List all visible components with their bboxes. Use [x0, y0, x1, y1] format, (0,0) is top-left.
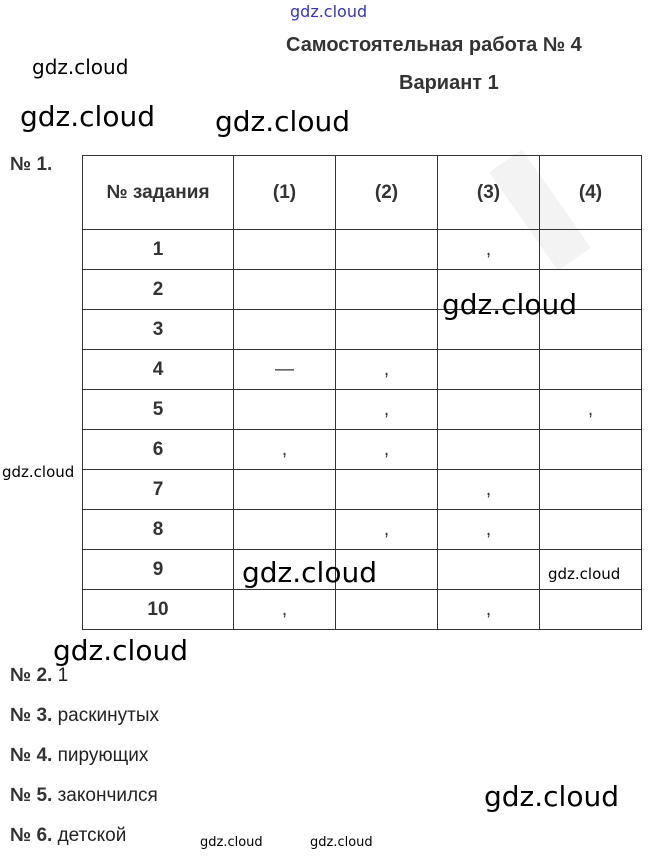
answer-cell [539, 309, 642, 350]
answer-cell: , [437, 509, 540, 550]
answer-cell [233, 229, 336, 270]
watermark: gdz.cloud [200, 835, 263, 850]
answer-cell [539, 229, 642, 270]
table-row: 1, [82, 229, 642, 270]
answer-item: № 3. раскинутых [10, 705, 159, 727]
watermark: gdz.cloud [20, 100, 155, 133]
answer-cell [335, 269, 438, 310]
answer-cell: , [335, 509, 438, 550]
column-header: (3) [437, 155, 540, 230]
answer-cell: , [437, 229, 540, 270]
table-row: 3 [82, 309, 642, 350]
answer-cell [539, 429, 642, 470]
table-row: 10,, [82, 589, 642, 630]
answer-label: № 5. [10, 785, 53, 806]
answer-cell [437, 349, 540, 390]
answer-cell [437, 429, 540, 470]
answer-cell: , [335, 389, 438, 430]
table-row: 2 [82, 269, 642, 310]
answer-value: детской [57, 825, 127, 846]
task-number-cell: 2 [82, 269, 234, 310]
task-number-cell: 8 [82, 509, 234, 550]
answer-cell [437, 549, 540, 590]
answer-cell [335, 309, 438, 350]
table-row: 6,, [82, 429, 642, 470]
answer-item: № 2. 1 [10, 665, 68, 687]
answer-cell [335, 229, 438, 270]
task-number-cell: 9 [82, 549, 234, 590]
answer-cell [539, 349, 642, 390]
answer-cell: , [335, 349, 438, 390]
answer-cell [335, 589, 438, 630]
answer-item: № 4. пирующих [10, 745, 148, 767]
answer-cell [233, 509, 336, 550]
answer-value: раскинутых [57, 705, 160, 726]
watermark: gdz.cloud [53, 634, 188, 667]
answer-cell [539, 549, 642, 590]
table-row: 7, [82, 469, 642, 510]
answer-cell [233, 309, 336, 350]
answer-cell [233, 389, 336, 430]
watermark: gdz.cloud [2, 463, 75, 481]
answer-label: № 3. [10, 705, 53, 726]
answer-cell: , [233, 429, 336, 470]
watermark: gdz.cloud [548, 565, 621, 583]
column-header: (1) [233, 155, 336, 230]
task-number-cell: 3 [82, 309, 234, 350]
answer-cell [437, 309, 540, 350]
task-number-cell: 4 [82, 349, 234, 390]
column-header: № задания [82, 155, 234, 230]
answer-cell: , [335, 429, 438, 470]
answer-cell [539, 509, 642, 550]
task-number-cell: 5 [82, 389, 234, 430]
answer-item: № 5. закончился [10, 785, 158, 807]
watermark: gdz.cloud [310, 835, 373, 850]
answer-cell [539, 269, 642, 310]
answer-item: № 6. детской [10, 825, 126, 847]
answer-cell: , [539, 389, 642, 430]
answer-cell [335, 469, 438, 510]
answer-value: закончился [57, 785, 158, 806]
answer-label: № 6. [10, 825, 53, 846]
task-number-cell: 1 [82, 229, 234, 270]
table-row: 8,, [82, 509, 642, 550]
answer-value: 1 [57, 665, 69, 686]
answer-cell: , [437, 589, 540, 630]
task-number-cell: 7 [82, 469, 234, 510]
answer-cell [539, 589, 642, 630]
answer-table: № задания (1) (2) (3) (4) 1, 2 3 4—, 5,, 6,, 7… [82, 155, 642, 630]
answer-cell [233, 269, 336, 310]
watermark: gdz.cloud [484, 780, 619, 813]
answer-cell [233, 469, 336, 510]
watermark: gdz.cloud [290, 2, 368, 21]
table-header-row: № задания (1) (2) (3) (4) [82, 155, 642, 230]
answer-label: № 2. [10, 665, 53, 686]
watermark: gdz.cloud [215, 105, 350, 138]
answer-cell: — [233, 349, 336, 390]
page-title: Самостоятельная работа № 4 [286, 34, 582, 56]
column-header: (2) [335, 155, 438, 230]
answer-cell [437, 389, 540, 430]
answer-cell [539, 469, 642, 510]
answer-cell: , [233, 589, 336, 630]
task-1-label: № 1. [10, 154, 53, 175]
answer-value: пирующих [57, 745, 149, 766]
table-row: 4—, [82, 349, 642, 390]
watermark: gdz.cloud [32, 55, 129, 79]
task-number-cell: 6 [82, 429, 234, 470]
variant-label: Вариант 1 [399, 72, 499, 94]
watermark: gdz.cloud [442, 288, 577, 321]
task-number-cell: 10 [82, 589, 234, 630]
answer-cell [233, 549, 336, 590]
watermark: gdz.cloud [242, 556, 377, 589]
table-row: 5,, [82, 389, 642, 430]
column-header: (4) [539, 155, 642, 230]
answer-label: № 4. [10, 745, 53, 766]
answer-cell: , [437, 469, 540, 510]
